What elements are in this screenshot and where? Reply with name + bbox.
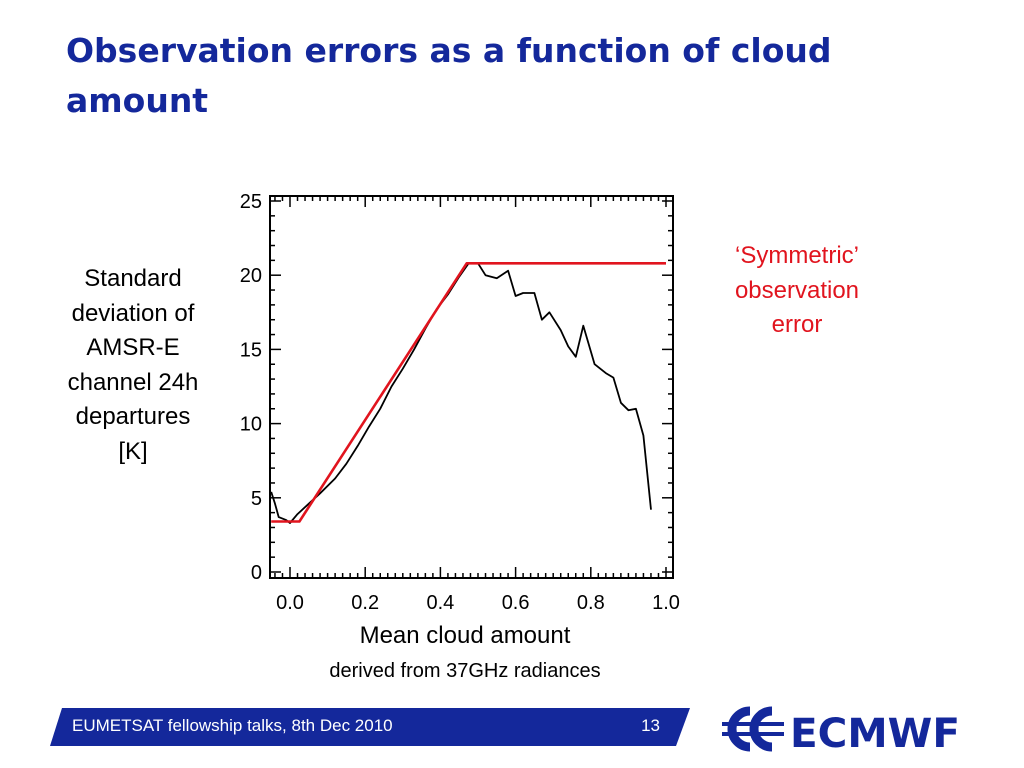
ecmwf-logo: ECMWF <box>722 706 960 754</box>
y-tick-label: 25 <box>240 191 262 213</box>
x-tick-label: 0.6 <box>502 592 530 614</box>
y-tick-label: 20 <box>240 265 262 287</box>
x-tick-label: 0.4 <box>426 592 454 614</box>
y-tick-label: 15 <box>240 339 262 361</box>
y-tick-label: 5 <box>251 488 262 510</box>
symmetric-error-model-line <box>271 261 666 523</box>
x-tick-label: 0.8 <box>577 592 605 614</box>
y-tick-label: 0 <box>251 562 262 584</box>
chart-plot-area: 0.0 0.2 0.4 0.6 0.8 1.0 0 5 10 15 20 25 <box>240 191 680 614</box>
footer-bar <box>50 708 690 746</box>
y-tick-label: 10 <box>240 414 262 436</box>
symmetric-error-annotation: ‘Symmetric’ observation error <box>734 242 860 338</box>
x-axis-sublabel: derived from 37GHz radiances <box>329 660 601 682</box>
footer-text: EUMETSAT fellowship talks, 8th Dec 2010 <box>72 716 393 735</box>
slide-title: Observation errors as a function of clou… <box>66 31 832 120</box>
x-tick-label: 0.2 <box>351 592 379 614</box>
plot-frame <box>269 195 674 579</box>
ecmwf-logo-emblem-icon <box>722 706 784 752</box>
x-axis-label: Mean cloud amount <box>359 622 571 649</box>
page-number: 13 <box>641 716 660 735</box>
observed-std-dev-line <box>270 262 652 524</box>
x-tick-label: 0.0 <box>276 592 304 614</box>
x-tick-label: 1.0 <box>652 592 680 614</box>
y-axis-label: Standard deviation of AMSR-E channel 24h… <box>67 265 199 465</box>
ecmwf-logo-text: ECMWF <box>790 711 960 754</box>
